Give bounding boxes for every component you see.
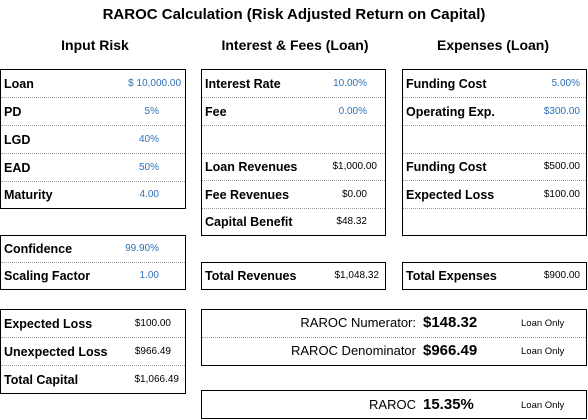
raroc-numerator-value: $148.32 <box>423 314 478 331</box>
raroc-table: RAROC Numerator: $148.32 Loan Only RAROC… <box>201 309 587 366</box>
ead-value[interactable]: 50% <box>138 162 159 173</box>
unexpected-loss-value: $966.49 <box>134 346 171 357</box>
row-interest-rate: Interest Rate 10.00% <box>202 70 385 98</box>
operating-exp-label: Operating Exp. <box>406 105 495 119</box>
pd-label: PD <box>4 105 22 119</box>
loan-revenues-label: Loan Revenues <box>205 160 298 174</box>
row-maturity: Maturity 4.00 <box>1 182 185 210</box>
row-pd: PD 5% <box>1 98 185 126</box>
maturity-label: Maturity <box>4 188 53 202</box>
row-scaling: Scaling Factor 1.00 <box>1 263 185 290</box>
capital-table: Expected Loss $100.00 Unexpected Loss $9… <box>0 309 186 394</box>
row-loan: Loan $ 10,000.00 <box>1 70 185 98</box>
scaling-label: Scaling Factor <box>4 269 91 283</box>
row-expenses-expected-loss: Expected Loss $100.00 <box>403 181 586 209</box>
row-blank <box>202 126 385 154</box>
pd-value[interactable]: 5% <box>144 106 159 117</box>
page-title: RAROC Calculation (Risk Adjusted Return … <box>102 6 486 23</box>
maturity-value[interactable]: 4.00 <box>139 189 159 200</box>
row-confidence: Confidence 99.90% <box>1 236 185 263</box>
fee-revenues-label: Fee Revenues <box>205 188 290 202</box>
total-expenses-label: Total Expenses <box>406 269 497 283</box>
header-input-risk: Input Risk <box>61 37 129 53</box>
interest-rate-value[interactable]: 10.00% <box>333 78 367 89</box>
funding-cost-value: $500.00 <box>543 161 580 172</box>
unexpected-loss-label: Unexpected Loss <box>4 345 108 359</box>
interest-fees-table: Interest Rate 10.00% Fee 0.00% Loan Reve… <box>201 69 386 236</box>
params-table: Confidence 99.90% Scaling Factor 1.00 <box>0 235 186 290</box>
total-revenues-label: Total Revenues <box>205 269 297 283</box>
fee-revenues-value: $0.00 <box>341 189 367 200</box>
expected-loss-value: $100.00 <box>134 318 171 329</box>
scaling-value[interactable]: 1.00 <box>139 270 159 281</box>
row-loan-revenues: Loan Revenues $1,000.00 <box>202 154 385 181</box>
row-ead: EAD 50% <box>1 154 185 182</box>
loan-revenues-value: $1,000.00 <box>332 161 378 172</box>
expenses-expected-loss-label: Expected Loss <box>406 188 495 202</box>
raroc-result-box: RAROC 15.35% Loan Only <box>201 390 587 419</box>
raroc-numerator-note: Loan Only <box>521 318 565 329</box>
expenses-expected-loss-value: $100.00 <box>543 189 580 200</box>
row-raroc-numerator: RAROC Numerator: $148.32 Loan Only <box>202 310 586 338</box>
raroc-denominator-value: $966.49 <box>423 342 478 359</box>
lgd-label: LGD <box>4 133 31 147</box>
header-interest-fees: Interest & Fees (Loan) <box>221 37 369 53</box>
funding-cost-rate-label: Funding Cost <box>406 77 487 91</box>
total-capital-value: $1,066.49 <box>134 374 180 385</box>
total-capital-label: Total Capital <box>4 373 79 387</box>
row-funding-cost: Funding Cost $500.00 <box>403 154 586 181</box>
total-expenses-box: Total Expenses $900.00 <box>402 262 587 290</box>
row-unexpected-loss: Unexpected Loss $966.49 <box>1 338 185 366</box>
interest-rate-label: Interest Rate <box>205 77 281 91</box>
raroc-denominator-note: Loan Only <box>521 346 565 357</box>
operating-exp-value[interactable]: $300.00 <box>543 106 580 117</box>
row-fee: Fee 0.00% <box>202 98 385 126</box>
fee-label: Fee <box>205 105 227 119</box>
capital-benefit-label: Capital Benefit <box>205 215 293 229</box>
row-expected-loss: Expected Loss $100.00 <box>1 310 185 338</box>
row-funding-cost-rate: Funding Cost 5.00% <box>403 70 586 98</box>
row-blank <box>403 126 586 154</box>
capital-benefit-value: $48.32 <box>336 216 367 227</box>
raroc-value: 15.35% <box>423 396 474 413</box>
header-expenses: Expenses (Loan) <box>436 37 550 53</box>
row-total-capital: Total Capital $1,066.49 <box>1 366 185 394</box>
row-lgd: LGD 40% <box>1 126 185 154</box>
ead-label: EAD <box>4 161 31 175</box>
confidence-value[interactable]: 99.90% <box>125 243 159 254</box>
lgd-value[interactable]: 40% <box>138 134 159 145</box>
funding-cost-rate-value[interactable]: 5.00% <box>551 78 580 89</box>
total-expenses-value: $900.00 <box>543 270 580 281</box>
funding-cost-label: Funding Cost <box>406 160 487 174</box>
row-raroc-denominator: RAROC Denominator $966.49 Loan Only <box>202 338 586 366</box>
raroc-label: RAROC <box>369 397 416 412</box>
input-risk-table: Loan $ 10,000.00 PD 5% LGD 40% EAD 50% M… <box>0 69 186 209</box>
raroc-denominator-label: RAROC Denominator <box>291 343 416 358</box>
fee-value[interactable]: 0.00% <box>338 106 367 117</box>
row-capital-benefit: Capital Benefit $48.32 <box>202 209 385 236</box>
raroc-note: Loan Only <box>521 400 565 411</box>
raroc-numerator-label: RAROC Numerator: <box>300 315 416 330</box>
row-fee-revenues: Fee Revenues $0.00 <box>202 181 385 209</box>
row-operating-exp: Operating Exp. $300.00 <box>403 98 586 126</box>
loan-label: Loan <box>4 77 34 91</box>
expenses-table: Funding Cost 5.00% Operating Exp. $300.0… <box>402 69 587 236</box>
confidence-label: Confidence <box>4 242 73 256</box>
row-blank <box>403 209 586 236</box>
loan-value[interactable]: $ 10,000.00 <box>128 78 181 89</box>
total-revenues-value: $1,048.32 <box>334 270 380 281</box>
total-revenues-box: Total Revenues $1,048.32 <box>201 262 386 290</box>
expected-loss-label: Expected Loss <box>4 317 93 331</box>
